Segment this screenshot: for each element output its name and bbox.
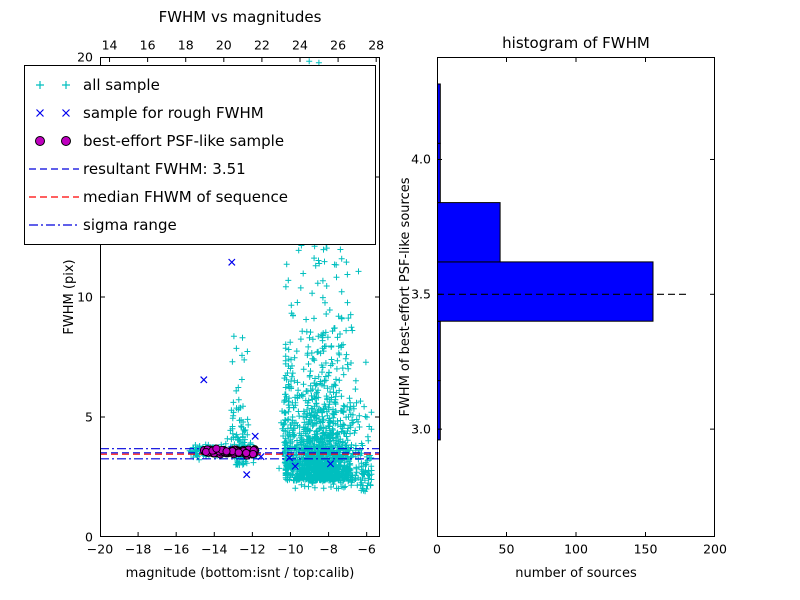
scatter-plot-title: FWHM vs magnitudes — [158, 8, 322, 26]
tick-label: 3.5 — [411, 286, 431, 302]
legend-item: sample for rough FWHM — [25, 99, 375, 127]
tick-label: −16 — [162, 541, 190, 557]
tick-label: −18 — [124, 541, 152, 557]
legend-item: best-effort PSF-like sample — [25, 127, 375, 155]
histogram-bar — [437, 202, 501, 263]
legend-item-label: sigma range — [83, 216, 177, 234]
legend-item-label: resultant FWHM: 3.51 — [83, 160, 246, 178]
legend-item-label: best-effort PSF-like sample — [83, 132, 285, 150]
histogram-bar — [437, 261, 654, 322]
tick-label: 100 — [564, 541, 588, 557]
tick-label: 150 — [633, 541, 658, 557]
tick-label: 18 — [177, 37, 194, 53]
legend-item: resultant FWHM: 3.51 — [25, 155, 375, 183]
legend-item: median FHWM of sequence — [25, 183, 375, 211]
histogram-svg — [436, 57, 716, 537]
tick-label: −6 — [357, 541, 376, 557]
tick-label: −14 — [201, 541, 228, 557]
tick-label: 0 — [433, 541, 441, 557]
dashdot-legend-marker-icon — [25, 216, 83, 234]
psf-sample-points — [199, 444, 260, 460]
tick-label: 20 — [215, 37, 232, 53]
legend-item-label: median FHWM of sequence — [83, 188, 288, 206]
dashed-legend-marker-icon — [25, 188, 83, 206]
tick-label: 5 — [85, 409, 93, 425]
circle-legend-marker-icon — [25, 132, 83, 150]
tick-label: 22 — [253, 37, 270, 53]
tick-label: −20 — [86, 541, 114, 557]
tick-label: 10 — [77, 289, 93, 305]
scatter-plot-area — [99, 56, 380, 538]
tick-label: 3.0 — [411, 421, 431, 437]
x-legend-marker-icon — [25, 104, 83, 122]
legend-item-label: all sample — [83, 76, 160, 94]
tick-label: 24 — [292, 37, 308, 53]
tick-label: 28 — [368, 37, 385, 53]
scatter-xaxis-label: magnitude (bottom:isnt / top:calib) — [125, 566, 355, 581]
tick-label: 20 — [77, 49, 93, 65]
tick-label: 200 — [703, 541, 727, 557]
tick-label: 26 — [330, 37, 347, 53]
tick-label: 16 — [139, 37, 156, 53]
histogram-plot-area — [436, 57, 716, 537]
tick-label: 50 — [498, 541, 515, 557]
legend-item-label: sample for rough FWHM — [83, 104, 264, 122]
tick-label: 14 — [101, 37, 118, 53]
histogram-xaxis-label: number of sources — [515, 566, 637, 581]
tick-label: −8 — [319, 541, 338, 557]
legend-item: sigma range — [25, 211, 375, 239]
dashed-legend-marker-icon — [25, 160, 83, 178]
legend-item: all sample — [25, 71, 375, 99]
tick-label: −12 — [239, 541, 266, 557]
tick-label: 0 — [85, 529, 93, 545]
plus-legend-marker-icon — [25, 76, 83, 94]
legend: all sample sample for rough FWHM best-effo… — [24, 65, 376, 245]
tick-label: −10 — [277, 541, 304, 557]
tick-label: 4.0 — [411, 151, 431, 167]
histogram-plot-title: histogram of FWHM — [502, 34, 650, 52]
